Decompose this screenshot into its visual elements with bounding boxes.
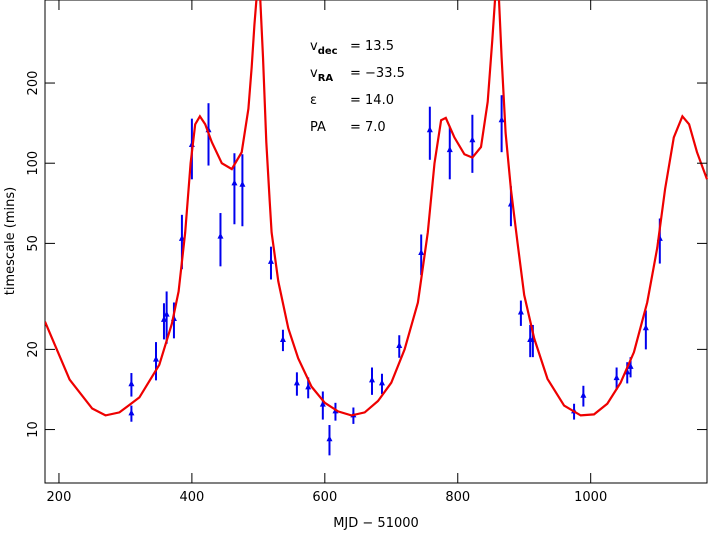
x-tick-label: 200 bbox=[47, 490, 72, 505]
x-tick-label: 1000 bbox=[574, 490, 607, 505]
data-point bbox=[128, 409, 135, 416]
data-point bbox=[319, 400, 326, 407]
data-point bbox=[642, 324, 649, 331]
data-point bbox=[239, 180, 246, 187]
data-point bbox=[128, 380, 135, 387]
data-point bbox=[469, 136, 476, 143]
data-point bbox=[279, 335, 286, 342]
annotation: ε = 14.0 bbox=[310, 93, 394, 108]
annotation-value: = 14.0 bbox=[350, 93, 394, 108]
plot-frame bbox=[44, 0, 708, 484]
x-tick-label: 800 bbox=[445, 490, 470, 505]
annotation: PA = 7.0 bbox=[310, 120, 386, 135]
data-point bbox=[446, 146, 453, 153]
data-point bbox=[396, 341, 403, 348]
data-point bbox=[231, 179, 238, 186]
annotation: vdec = 13.5 bbox=[310, 39, 394, 57]
data-point bbox=[378, 379, 385, 386]
data-point bbox=[369, 376, 376, 383]
data-point bbox=[267, 257, 274, 264]
data-point bbox=[305, 383, 312, 390]
data-point bbox=[163, 310, 170, 317]
plot-area bbox=[45, 0, 708, 456]
data-point bbox=[627, 362, 634, 369]
data-point bbox=[152, 355, 159, 362]
annotation-value: = 7.0 bbox=[350, 120, 386, 135]
annotation-symbol: PA bbox=[310, 120, 326, 135]
annotation-value: = −33.5 bbox=[350, 66, 405, 81]
y-tick-label: 10 bbox=[26, 421, 41, 438]
annotation: vRA = −33.5 bbox=[310, 66, 405, 84]
x-tick-label: 400 bbox=[179, 490, 204, 505]
x-axis-label: MJD − 51000 bbox=[333, 516, 419, 531]
annotation-subscript: dec bbox=[318, 46, 338, 57]
y-tick-label: 50 bbox=[26, 235, 41, 252]
data-point bbox=[613, 374, 620, 381]
annotation-symbol: ε bbox=[310, 93, 317, 108]
annotation-symbol: v bbox=[310, 66, 318, 81]
data-point bbox=[580, 391, 587, 398]
y-tick-label: 20 bbox=[26, 341, 41, 358]
data-point bbox=[160, 315, 167, 322]
data-point bbox=[517, 308, 524, 315]
data-point bbox=[326, 435, 333, 442]
annotation-symbol: v bbox=[310, 39, 318, 54]
model-curve bbox=[45, 0, 708, 417]
data-point bbox=[426, 126, 433, 133]
data-point bbox=[293, 379, 300, 386]
data-point bbox=[217, 232, 224, 239]
y-tick-label: 100 bbox=[26, 151, 41, 176]
data-point bbox=[498, 116, 505, 123]
y-tick-label: 200 bbox=[26, 71, 41, 96]
y-axis-label: timescale (mins) bbox=[3, 187, 18, 295]
annotation-value: = 13.5 bbox=[350, 39, 394, 54]
annotation-subscript: RA bbox=[318, 73, 334, 84]
data-point bbox=[418, 249, 425, 256]
x-tick-label: 600 bbox=[312, 490, 337, 505]
